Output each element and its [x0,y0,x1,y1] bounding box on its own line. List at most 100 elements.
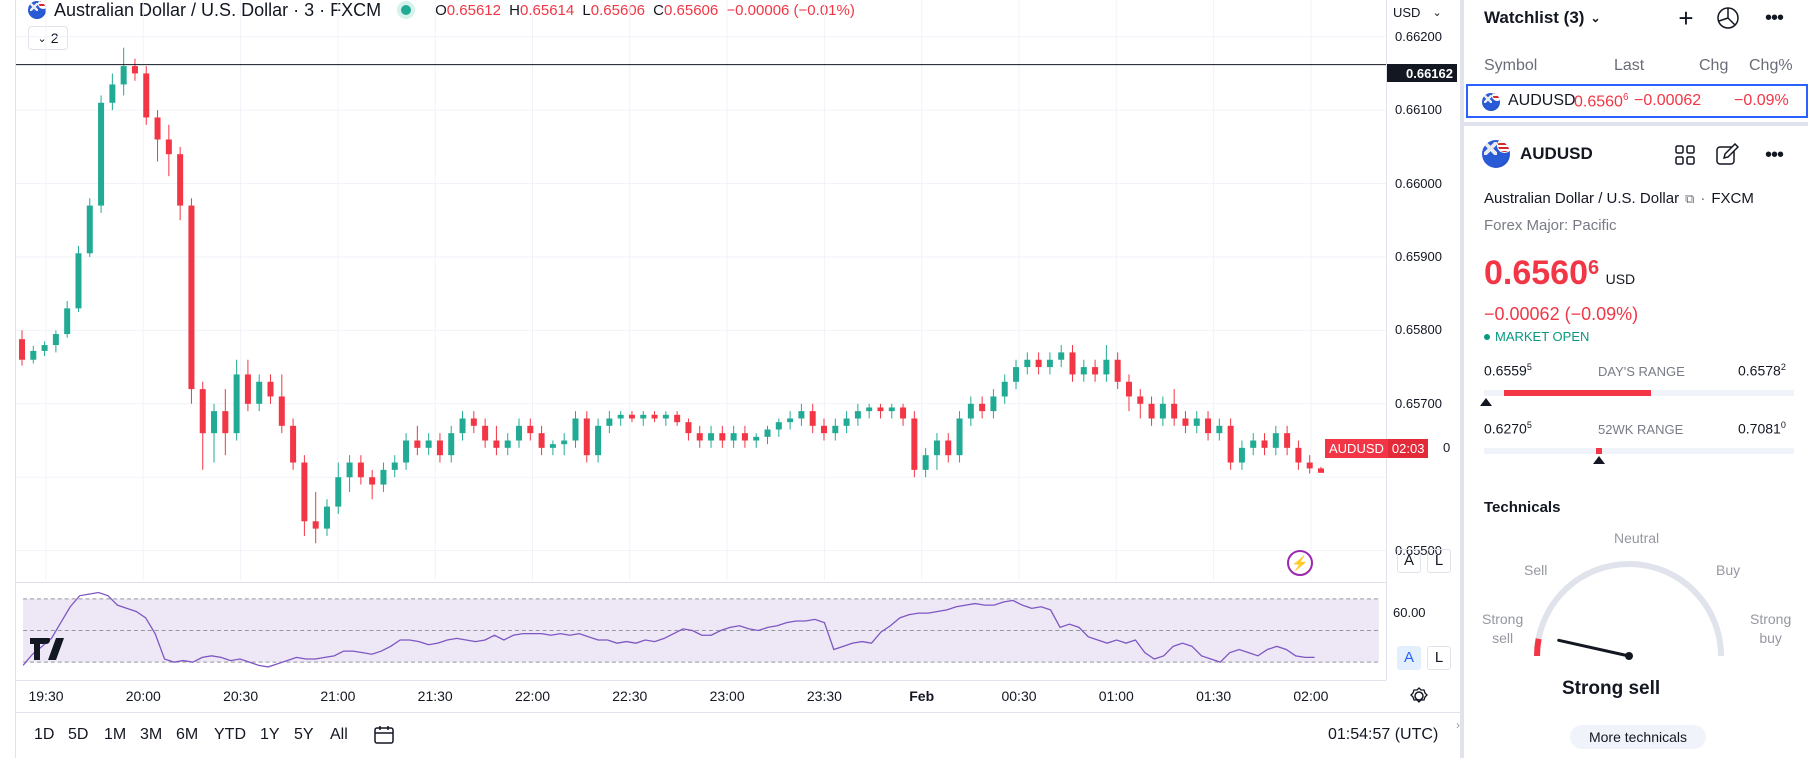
candle-body[interactable] [787,418,794,423]
log-scale-button[interactable]: L [1427,549,1451,573]
candle-body[interactable] [301,462,308,522]
range-button-5y[interactable]: 5Y [294,726,314,743]
rsi-pane[interactable] [16,582,1386,678]
candle-body[interactable] [628,414,635,419]
candle-body[interactable] [933,440,940,456]
candle-body[interactable] [199,389,206,434]
candle-body[interactable] [1058,352,1065,360]
candle-body[interactable] [504,440,511,448]
candle-body[interactable] [75,253,82,309]
candle-body[interactable] [753,436,760,441]
candle-body[interactable] [1013,367,1020,382]
candle-body[interactable] [888,407,895,412]
candle-body[interactable] [41,345,48,351]
candle-body[interactable] [312,521,319,529]
candle-body[interactable] [538,433,545,448]
candle-body[interactable] [820,425,827,434]
more-options-icon[interactable]: ••• [1764,143,1784,166]
watchlist-selector[interactable]: Watchlist (3) ⌄ [1484,8,1601,28]
candle-body[interactable] [527,425,534,434]
candle-body[interactable] [1306,462,1313,469]
technicals-title[interactable]: Technicals [1484,499,1561,516]
candle-body[interactable] [380,469,387,485]
candle-body[interactable] [154,117,161,140]
candle-body[interactable] [854,411,861,419]
candle-body[interactable] [482,425,489,441]
candle-body[interactable] [674,414,681,423]
col-chgp-header[interactable]: Chg% [1749,57,1793,74]
candle-body[interactable] [1148,403,1155,419]
candle-body[interactable] [549,444,556,448]
candle-body[interactable] [911,418,918,470]
candle-body[interactable] [1159,403,1166,419]
currency-select[interactable]: USD ⌄ [1393,2,1451,22]
range-button-all[interactable]: All [330,726,348,743]
col-symbol-header[interactable]: Symbol [1484,57,1538,74]
candle-body[interactable] [493,440,500,448]
utc-clock[interactable]: 01:54:57 (UTC) [1328,726,1439,743]
candle-body[interactable] [877,407,884,412]
candle-body[interactable] [1092,367,1099,375]
candle-body[interactable] [1080,367,1087,375]
candle-body[interactable] [222,411,229,434]
candle-body[interactable] [278,396,285,426]
candle-body[interactable] [1035,359,1042,368]
candle-body[interactable] [922,455,929,470]
candle-body[interactable] [188,205,195,390]
candle-body[interactable] [30,350,37,360]
candle-body[interactable] [244,374,251,404]
candle-body[interactable] [798,411,805,419]
candle-body[interactable] [86,205,93,254]
candle-body[interactable] [1216,425,1223,434]
candle-body[interactable] [945,440,952,456]
candle-body[interactable] [120,66,127,85]
candle-body[interactable] [335,477,342,507]
calendar-icon[interactable] [372,723,396,747]
detail-category[interactable]: Forex Major: Pacific [1484,217,1617,234]
candle-body[interactable] [741,433,748,441]
candle-body[interactable] [1137,396,1144,404]
range-button-3m[interactable]: 3M [140,726,163,743]
candle-body[interactable] [956,418,963,456]
candle-body[interactable] [1069,352,1076,375]
range-button-5d[interactable]: 5D [68,726,89,743]
detail-name[interactable]: Australian Dollar / U.S. Dollar [1484,190,1680,207]
candle-body[interactable] [640,414,647,419]
candle-body[interactable] [809,411,816,426]
candle-body[interactable] [1182,418,1189,426]
candle-body[interactable] [177,154,184,206]
range-button-6m[interactable]: 6M [176,726,199,743]
candle-body[interactable] [391,462,398,470]
candle-body[interactable] [1261,440,1268,448]
symbol-title[interactable]: Australian Dollar / U.S. Dollar · 3 · FX… [54,0,382,20]
candle-body[interactable] [662,414,669,419]
candle-body[interactable] [1103,359,1110,375]
price-axis[interactable]: USD ⌄ 0.66200 0.66100 0.66000 0.65900 0.6580… [1386,0,1460,680]
range-button-1y[interactable]: 1Y [260,726,280,743]
candle-body[interactable] [131,66,138,74]
candle-body[interactable] [843,418,850,426]
candle-body[interactable] [866,407,873,412]
candle-body[interactable] [425,440,432,448]
candle-body[interactable] [1193,418,1200,426]
candle-body[interactable] [267,381,274,397]
advanced-view-icon[interactable] [1714,4,1742,32]
candle-body[interactable] [109,84,116,103]
candle-body[interactable] [98,102,105,206]
col-chg-header[interactable]: Chg [1699,57,1729,74]
range-button-1d[interactable]: 1D [34,726,55,743]
candle-body[interactable] [516,425,523,441]
candle-body[interactable] [561,440,568,445]
edit-note-icon[interactable] [1714,142,1740,168]
candle-body[interactable] [403,440,410,463]
candle-body[interactable] [696,433,703,441]
candle-body[interactable] [719,433,726,441]
candle-body[interactable] [436,440,443,456]
rsi-log-scale-button[interactable]: L [1427,646,1451,670]
candle-body[interactable] [143,73,150,118]
indicators-toggle-button[interactable]: ⌄ 2 [28,26,68,50]
candle-body[interactable] [459,418,466,434]
candle-body[interactable] [606,418,613,426]
candle-body[interactable] [1227,425,1234,463]
candle-body[interactable] [990,396,997,412]
